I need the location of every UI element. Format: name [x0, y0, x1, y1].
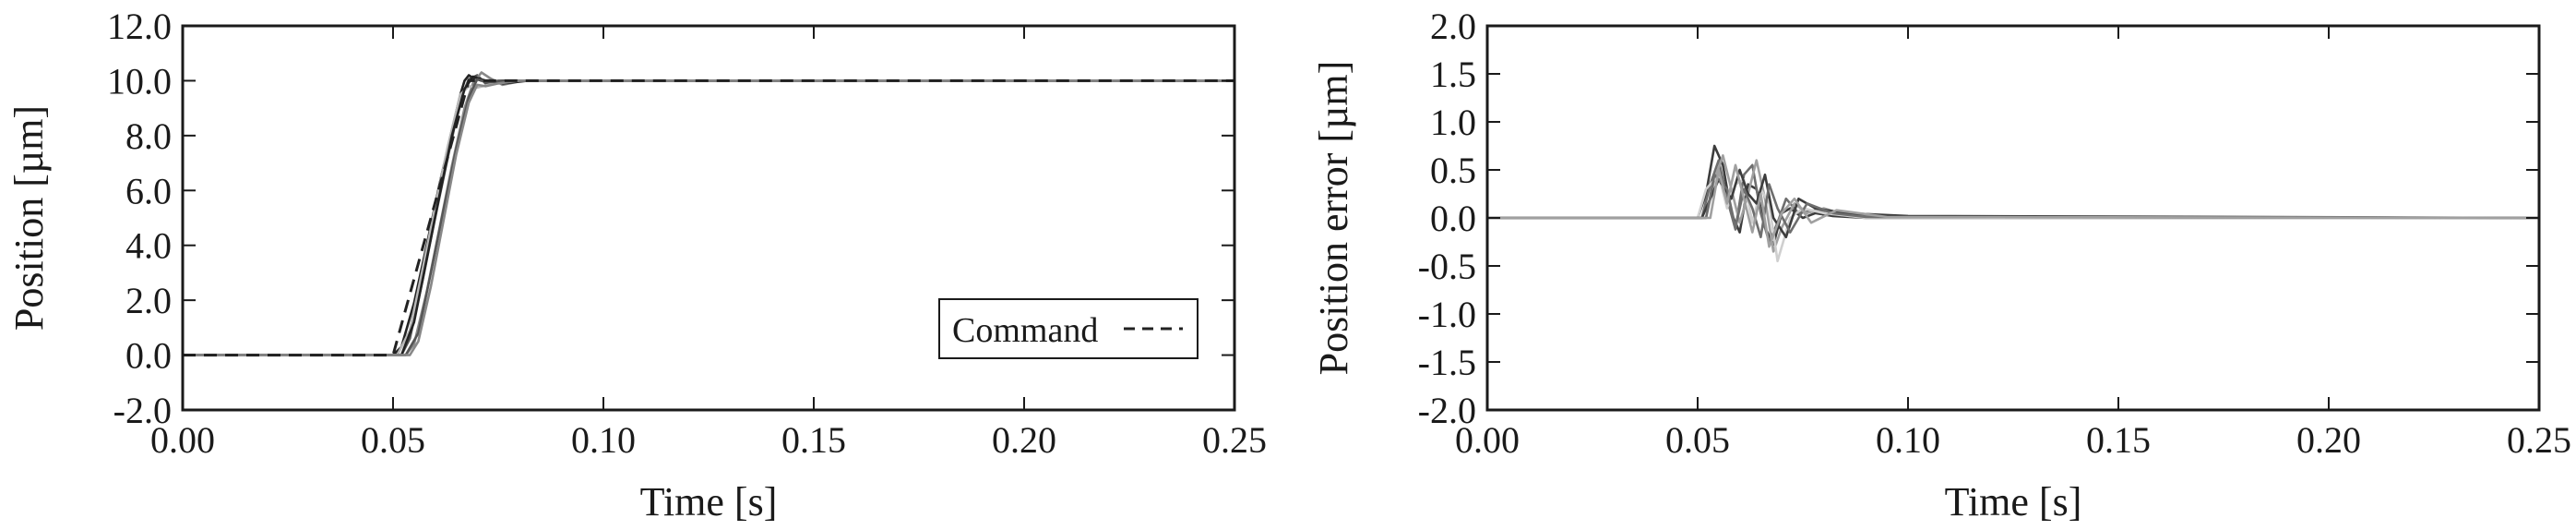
x-tick-label: 0.25 [1202, 419, 1267, 461]
y-tick-label: -2.0 [113, 390, 172, 431]
trace-line [1487, 168, 2539, 239]
x-tick-label: 0.10 [1876, 419, 1940, 461]
x-tick-label: 0.10 [571, 419, 636, 461]
y-tick-label: -0.5 [1418, 246, 1476, 287]
trace-line [1487, 173, 2539, 239]
trace-line [183, 79, 1234, 356]
x-tick-label: 0.20 [2296, 419, 2361, 461]
plot-frame [181, 24, 1236, 412]
x-tick-label: 0.00 [150, 419, 215, 461]
x-axis-title: Time [s] [1945, 479, 2082, 524]
y-tick-label: 0.0 [1430, 198, 1476, 239]
x-tick-label: 0.15 [781, 419, 846, 461]
x-tick-label: 0.05 [361, 419, 425, 461]
y-tick-label: -2.0 [1418, 390, 1476, 431]
trace-line [1487, 159, 2539, 244]
y-axis-title: Position [µm] [6, 105, 52, 331]
y-tick-label: 6.0 [125, 170, 172, 211]
legend-box [938, 298, 1199, 359]
y-tick-label: 12.0 [107, 6, 172, 47]
x-tick-label: 0.25 [2507, 419, 2571, 461]
x-tick-label: 0.15 [2086, 419, 2151, 461]
trace-line [1487, 163, 2539, 248]
command-line [183, 78, 1234, 357]
y-axis-title: Position error [µm] [1311, 61, 1356, 376]
legend: Command [938, 298, 1199, 359]
y-tick-label: 0.0 [125, 335, 172, 377]
y-tick-label: 10.0 [107, 60, 172, 102]
y-axis-ticks: -2.0 0.0 2.0 4.0 6.0 8.0 10.0 12.0 [107, 6, 1234, 431]
position-chart: 0.00 0.05 0.10 0.15 0.20 0.25 -2.0 0.0 2.0 4.0 6.… [6, 6, 1267, 524]
x-tick-label: 0.05 [1665, 419, 1730, 461]
y-tick-label: -1.0 [1418, 294, 1476, 335]
x-tick-label: 0.20 [992, 419, 1056, 461]
trace-line [1487, 154, 2539, 253]
x-axis-title: Time [s] [640, 479, 778, 524]
error-traces [1487, 144, 2539, 263]
y-tick-label: 2.0 [1430, 6, 1476, 47]
position-error-chart: 0.00 0.05 0.10 0.15 0.20 0.25 -2.0 -1.5 -1.0 -0.… [1311, 6, 2571, 524]
y-tick-label: 2.0 [125, 280, 172, 321]
y-tick-label: 4.0 [125, 225, 172, 267]
x-axis-ticks: 0.00 0.05 0.10 0.15 0.20 0.25 [1455, 26, 2571, 461]
y-axis-ticks: -2.0 -1.5 -1.0 -0.5 0.0 0.5 1.0 1.5 2.0 [1418, 6, 2539, 431]
y-tick-label: 8.0 [125, 115, 172, 157]
trace-line [183, 71, 1234, 356]
y-tick-label: 1.5 [1430, 54, 1476, 95]
trace-line [1487, 144, 2539, 247]
legend-label-command: Command [952, 311, 1098, 350]
y-tick-label: -1.5 [1418, 342, 1476, 383]
y-tick-label: 1.0 [1430, 102, 1476, 143]
x-axis-ticks: 0.00 0.05 0.10 0.15 0.20 0.25 [150, 26, 1267, 461]
trace-line [183, 78, 1234, 356]
x-tick-label: 0.00 [1455, 419, 1520, 461]
y-tick-label: 0.5 [1430, 150, 1476, 191]
position-traces [183, 71, 1234, 357]
plot-frame [1485, 24, 2541, 412]
